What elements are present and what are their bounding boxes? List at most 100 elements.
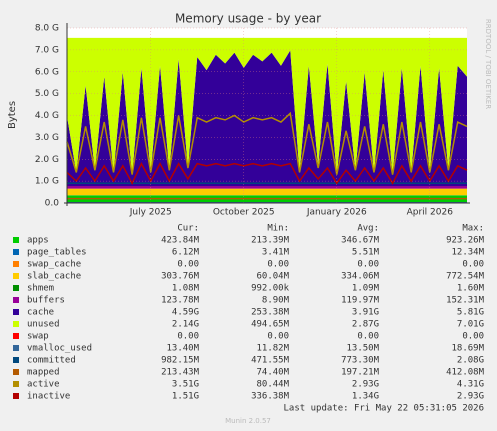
- legend-stat: 123.78M: [161, 296, 200, 306]
- line-active: [66, 111, 468, 175]
- legend-name: committed: [27, 356, 76, 366]
- legend-stat: 3.41M: [262, 248, 290, 258]
- legend-stat: 923.26M: [446, 236, 485, 246]
- legend-name: apps: [27, 236, 49, 246]
- legend-stat: 1.08M: [172, 284, 200, 294]
- legend-stat: 2.93G: [352, 380, 379, 390]
- footer: Munin 2.0.57: [225, 417, 271, 425]
- legend-stat: 18.69M: [451, 344, 484, 354]
- legend-swatch: [13, 297, 19, 303]
- legend-swatch: [13, 249, 19, 255]
- legend-stat: 0.00: [177, 332, 199, 342]
- y-tick-label: 0.0: [45, 199, 60, 209]
- legend-stat: 992.00k: [251, 284, 290, 294]
- legend-name: inactive: [27, 392, 70, 402]
- x-tick-label: April 2026: [407, 208, 454, 218]
- legend-stat: 494.65M: [251, 320, 290, 330]
- legend-name: buffers: [27, 296, 65, 306]
- legend-stat: 1.09M: [352, 284, 380, 294]
- legend-stat: 119.97M: [341, 296, 380, 306]
- legend-swatch: [13, 333, 19, 339]
- legend-stat: 773.30M: [341, 356, 380, 366]
- y-tick-label: 3.0 G: [35, 133, 59, 143]
- legend-name: mapped: [27, 368, 60, 378]
- last-update: Last update: Fri May 22 05:31:05 2026: [284, 404, 484, 414]
- y-tick-label: 2.0 G: [35, 155, 59, 165]
- legend-stat: 13.50M: [346, 344, 379, 354]
- legend-stat: 8.90M: [262, 296, 290, 306]
- legend-stat: 4.31G: [457, 380, 484, 390]
- legend-header: Cur:: [177, 224, 199, 234]
- legend-stat: 0.00: [267, 332, 289, 342]
- legend-swatch: [13, 273, 19, 279]
- legend-swatch: [13, 345, 19, 351]
- legend-swatch: [13, 309, 19, 315]
- watermark: RRDTOOL / TOBI OETIKER: [484, 19, 492, 109]
- legend-stat: 11.82M: [256, 344, 289, 354]
- legend-stat: 60.04M: [256, 272, 289, 282]
- legend-stat: 3.91G: [352, 308, 379, 318]
- legend-name: unused: [27, 320, 60, 330]
- legend-stat: 982.15M: [161, 356, 200, 366]
- y-tick-label: 5.0 G: [35, 89, 59, 99]
- legend-stat: 336.38M: [251, 392, 290, 402]
- legend-swatch: [13, 357, 19, 363]
- legend-stat: 1.34G: [352, 392, 379, 402]
- legend-stat: 6.12M: [172, 248, 200, 258]
- legend-swatch: [13, 381, 19, 387]
- legend-stat: 213.43M: [161, 368, 200, 378]
- legend-stat: 4.59G: [172, 308, 199, 318]
- legend-stat: 0.00: [177, 260, 199, 270]
- legend-swatch: [13, 285, 19, 291]
- line-inactive: [66, 161, 468, 185]
- legend-stat: 12.34M: [451, 248, 484, 258]
- legend-stat: 0.00: [267, 260, 289, 270]
- legend-swatch: [13, 321, 19, 327]
- y-tick-label: 6.0 G: [35, 67, 59, 77]
- legend-header: Min:: [267, 224, 289, 234]
- legend-stat: 0.00: [462, 260, 484, 270]
- legend-name: vmalloc_used: [27, 344, 92, 354]
- y-tick-label: 1.0 G: [35, 177, 59, 187]
- legend-swatch: [13, 261, 19, 267]
- y-axis-label: Bytes: [7, 101, 18, 129]
- legend-stat: 80.44M: [256, 380, 289, 390]
- area-slab_cache: [67, 188, 467, 196]
- legend-name: shmem: [27, 284, 54, 294]
- legend-stat: 2.08G: [457, 356, 484, 366]
- legend-stat: 471.55M: [251, 356, 290, 366]
- legend-stat: 3.51G: [172, 380, 199, 390]
- area-buffers: [67, 186, 467, 189]
- legend-stat: 772.54M: [446, 272, 485, 282]
- legend-name: slab_cache: [27, 272, 81, 282]
- legend-stat: 13.40M: [166, 344, 199, 354]
- y-tick-label: 4.0 G: [35, 111, 59, 121]
- x-tick-label: October 2025: [213, 208, 275, 218]
- chart-title: Memory usage - by year: [175, 12, 321, 26]
- y-tick-label: 7.0 G: [35, 45, 59, 55]
- legend-header: Max:: [462, 224, 484, 234]
- legend-stat: 0.00: [462, 332, 484, 342]
- x-tick-label: January 2026: [306, 208, 367, 218]
- legend-stat: 213.39M: [251, 236, 290, 246]
- legend-name: swap_cache: [27, 260, 81, 270]
- legend-stat: 74.40M: [256, 368, 289, 378]
- x-tick-label: July 2025: [129, 208, 172, 218]
- legend-stat: 253.38M: [251, 308, 290, 318]
- legend-stat: 7.01G: [457, 320, 484, 330]
- legend-stat: 334.06M: [341, 272, 380, 282]
- legend-name: cache: [27, 308, 54, 318]
- area-unused: [67, 37, 467, 176]
- legend-name: swap: [27, 332, 49, 342]
- legend-stat: 2.14G: [172, 320, 199, 330]
- legend-stat: 423.84M: [161, 236, 200, 246]
- legend-stat: 1.51G: [172, 392, 199, 402]
- legend-name: page_tables: [27, 248, 87, 258]
- legend-stat: 0.00: [357, 260, 379, 270]
- legend-swatch: [13, 237, 19, 243]
- legend-stat: 0.00: [357, 332, 379, 342]
- legend-stat: 5.81G: [457, 308, 484, 318]
- legend-stat: 197.21M: [341, 368, 380, 378]
